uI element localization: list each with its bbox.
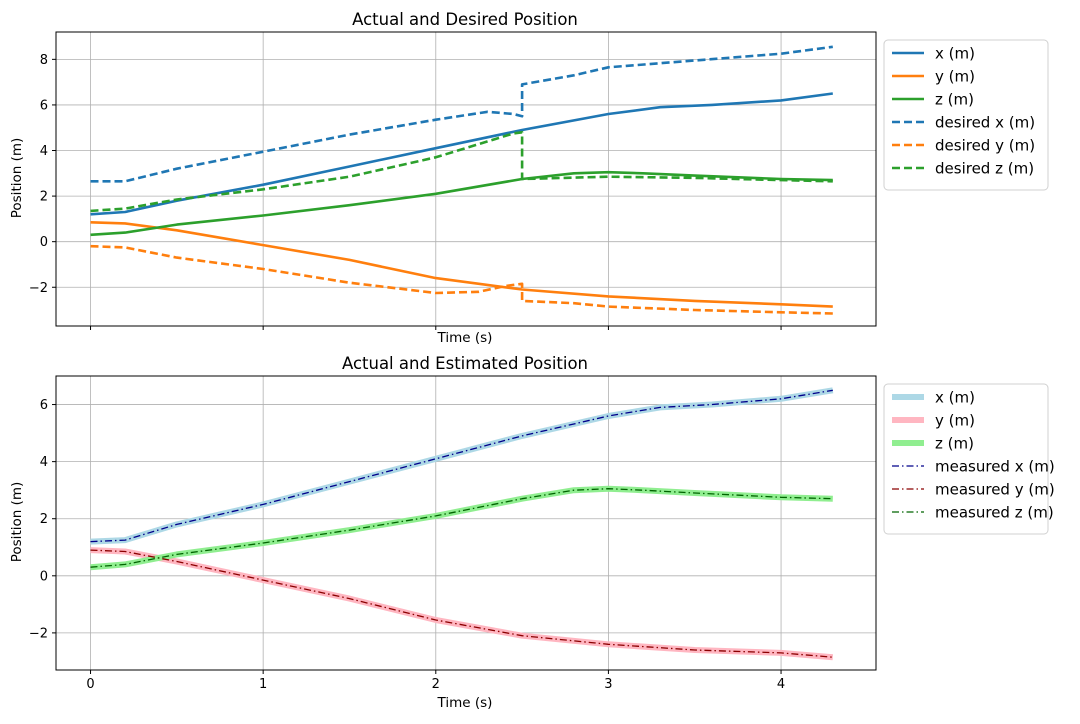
bottom-y-tick-label: 6: [40, 398, 48, 413]
top-y-tick-label: 0: [40, 235, 48, 250]
bottom-legend-label-3: measured x (m): [935, 458, 1055, 476]
top-legend: x (m) y (m) z (m) desired x (m) desired y (m…: [883, 39, 1049, 191]
bottom-x-tick-label: 4: [777, 677, 785, 692]
bottom-axes-frame: [55, 375, 877, 671]
bottom-legend-label-5: measured z (m): [935, 504, 1054, 522]
top-y-tick-label: −2: [29, 281, 48, 296]
top-series-line-0: [90, 92, 833, 216]
bottom-y-tick-label: −2: [29, 626, 48, 641]
top-series-group: [90, 45, 833, 315]
top-legend-label-3: desired x (m): [935, 114, 1035, 132]
bottom-x-tick-label: 2: [432, 677, 440, 692]
top-y-tick-label: 4: [40, 144, 48, 159]
top-legend-label-4: desired y (m): [935, 137, 1035, 155]
bottom-legend-label-1: y (m): [935, 412, 975, 430]
bottom-chart-title: Actual and Estimated Position: [342, 354, 588, 373]
top-y-axis-label: Position (m): [9, 138, 25, 219]
bottom-legend: x (m) y (m) z (m) measured x (m) measured y …: [883, 383, 1055, 535]
bottom-series-line-0: [90, 387, 834, 545]
top-y-tick-label: 2: [40, 190, 48, 205]
charts-layer: −2 0 2 4 6 8 x (m) y (m) z (m) desired x (m) desir…: [29, 31, 1055, 692]
bottom-y-axis-label: Position (m): [9, 482, 25, 563]
bottom-legend-label-4: measured y (m): [935, 481, 1055, 499]
bottom-x-tick-label: 3: [604, 677, 612, 692]
bottom-y-tick-label: 4: [40, 455, 48, 470]
top-series-line-3: [90, 45, 833, 183]
top-series-line-5: [90, 131, 833, 213]
bottom-x-tick-label: 1: [259, 677, 267, 692]
top-y-tick-label: 6: [40, 98, 48, 113]
top-chart: −2 0 2 4 6 8 x (m) y (m) z (m) desired x (m) desir…: [29, 31, 1049, 330]
bottom-x-tick-label: 0: [86, 677, 94, 692]
bottom-legend-box: [883, 383, 1049, 535]
top-x-axis-label: Time (s): [437, 330, 493, 346]
top-axes-frame: [55, 31, 877, 327]
top-legend-label-2: z (m): [935, 91, 974, 109]
top-legend-label-5: desired z (m): [935, 160, 1034, 178]
bottom-series-group: [90, 387, 834, 661]
bottom-x-axis-label: Time (s): [437, 695, 493, 711]
top-y-tick-label: 8: [40, 53, 48, 68]
bottom-legend-label-0: x (m): [935, 389, 975, 407]
top-legend-label-0: x (m): [935, 45, 975, 63]
bottom-series-line-5: [90, 488, 833, 568]
bottom-chart: 0 1 2 3 4 −2 0 2 4 6 x (m) y (m) z (m) measured x (m)…: [29, 375, 1055, 692]
bottom-y-tick-label: 0: [40, 569, 48, 584]
bottom-legend-label-2: z (m): [935, 435, 974, 453]
top-legend-box: [883, 39, 1049, 191]
top-chart-title: Actual and Desired Position: [352, 10, 578, 29]
top-legend-label-1: y (m): [935, 68, 975, 86]
bottom-y-tick-label: 2: [40, 512, 48, 527]
bottom-series-line-4: [90, 549, 833, 658]
